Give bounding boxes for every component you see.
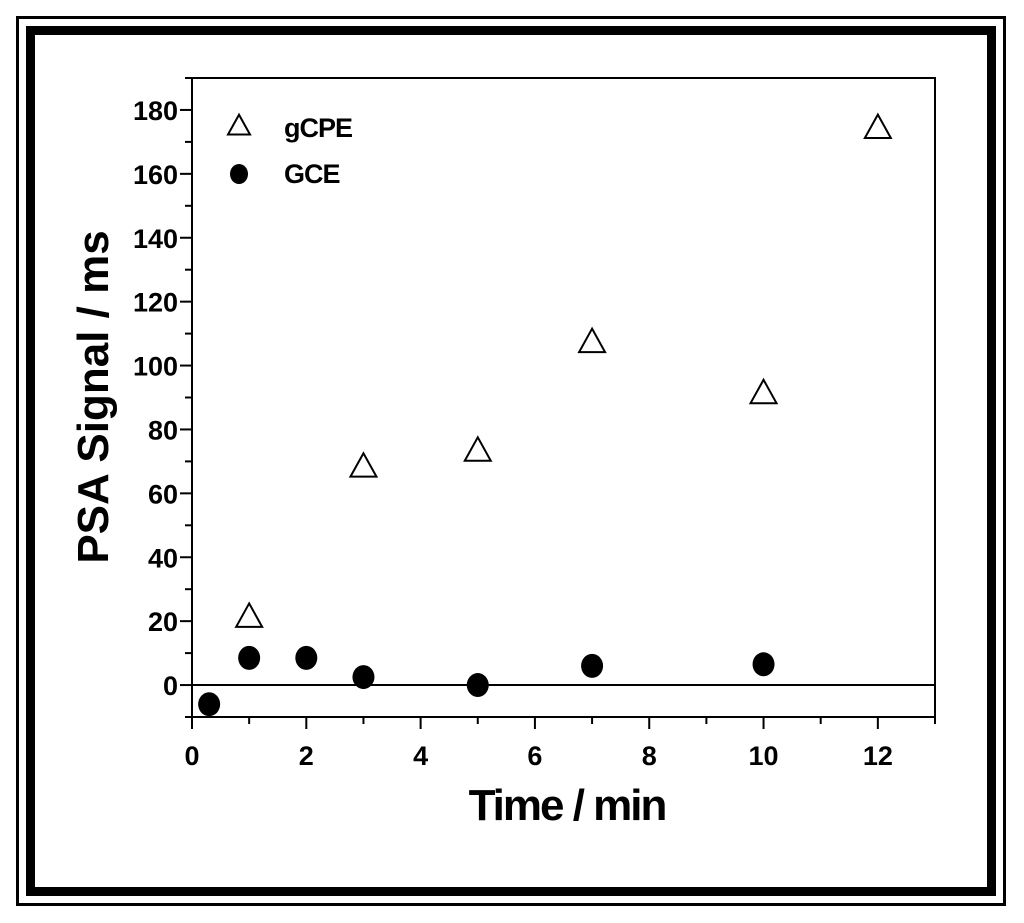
legend: gCPE GCE xyxy=(226,112,353,189)
legend-marker xyxy=(226,112,252,136)
y-tick-label: 40 xyxy=(148,543,178,573)
data-point xyxy=(863,112,893,140)
x-tick-label: 6 xyxy=(527,741,542,771)
data-point xyxy=(466,673,489,698)
y-tick-label: 140 xyxy=(133,224,178,254)
inner-frame xyxy=(26,26,996,896)
x-axis: 0 2 4 6 8 10 12 xyxy=(184,717,936,771)
y-axis: 0 20 40 60 80 100 120 140 160 180 xyxy=(133,77,192,718)
data-point xyxy=(348,451,379,478)
data-point xyxy=(463,435,493,462)
y-tick-label: 100 xyxy=(133,352,178,382)
data-point xyxy=(581,653,604,678)
data-point xyxy=(295,645,318,670)
y-tick-label: 20 xyxy=(148,607,178,637)
data-point xyxy=(352,665,375,690)
y-tick-label: 60 xyxy=(148,479,178,509)
series-layer xyxy=(198,112,893,717)
data-point xyxy=(198,692,221,717)
x-tick-label: 10 xyxy=(749,741,779,771)
data-point xyxy=(748,377,779,405)
data-point xyxy=(238,645,261,670)
y-tick-label: 80 xyxy=(148,415,178,445)
y-tick-label: 0 xyxy=(163,671,178,701)
x-tick-label: 12 xyxy=(863,741,893,771)
series-gce xyxy=(198,645,775,717)
data-point xyxy=(752,652,775,677)
data-point xyxy=(234,601,264,628)
x-axis-title: Time / min xyxy=(469,781,666,830)
x-tick-label: 2 xyxy=(299,741,314,771)
x-tick-label: 8 xyxy=(642,741,657,771)
x-tick-label: 4 xyxy=(413,741,428,771)
legend-label: gCPE xyxy=(284,113,352,143)
legend-label: GCE xyxy=(284,159,340,189)
data-point xyxy=(577,326,607,354)
y-axis-title: PSA Signal / ms xyxy=(69,230,118,563)
y-tick-label: 180 xyxy=(133,96,178,126)
series-gcpe xyxy=(234,112,893,628)
y-tick-label: 120 xyxy=(133,288,178,318)
x-tick-label: 0 xyxy=(184,741,199,771)
y-tick-label: 160 xyxy=(133,160,178,190)
legend-marker xyxy=(230,164,248,184)
outer-frame xyxy=(16,16,1006,906)
